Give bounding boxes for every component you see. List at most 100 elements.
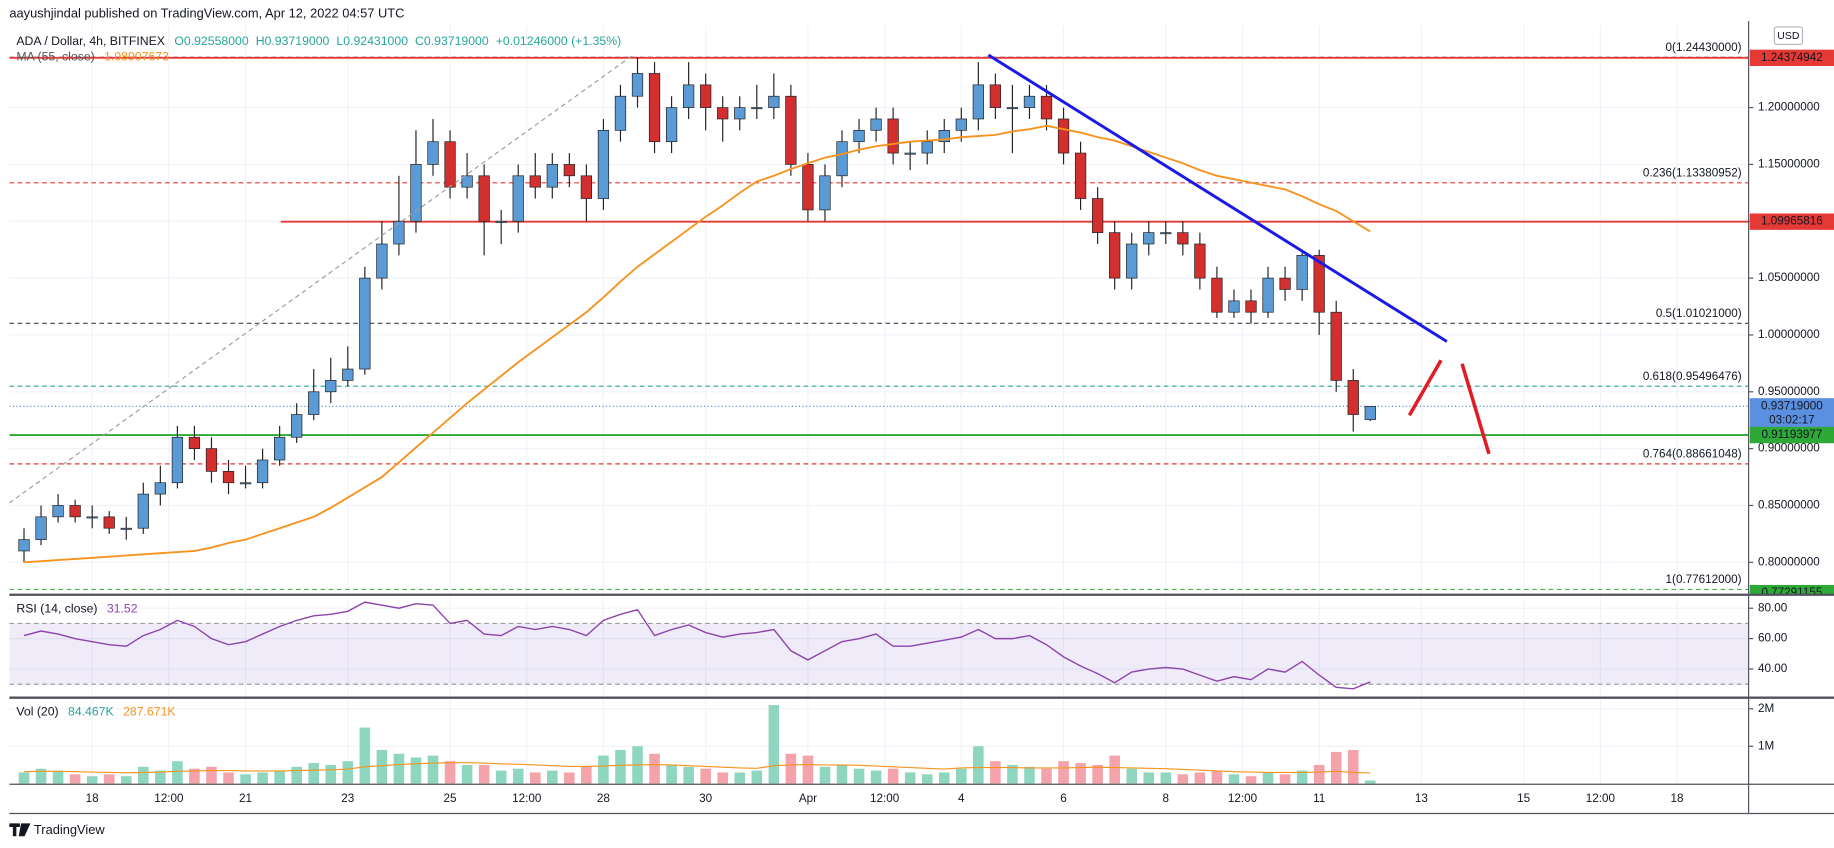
volume-bar bbox=[904, 772, 916, 784]
y-tick-label: 80.00 bbox=[1758, 601, 1788, 614]
price-tag bbox=[1749, 398, 1834, 429]
price-tag-label: 0.93719000 bbox=[1761, 399, 1823, 412]
candle-body bbox=[870, 118, 882, 131]
brand-logo bbox=[9, 823, 31, 837]
candle-body bbox=[836, 141, 848, 177]
ma-value: 1.08907673 bbox=[104, 50, 169, 64]
volume-bar bbox=[495, 770, 507, 784]
volume-bar bbox=[240, 774, 251, 784]
candle-body bbox=[1313, 255, 1325, 313]
candle-body bbox=[853, 129, 865, 143]
candle-body bbox=[342, 368, 354, 381]
volume-bar bbox=[547, 770, 558, 784]
candle-body bbox=[410, 164, 422, 222]
volume-bar bbox=[1365, 780, 1376, 784]
x-tick-label: 11 bbox=[1313, 792, 1325, 805]
volume-bar bbox=[1245, 776, 1257, 784]
volume-bar bbox=[308, 763, 320, 784]
x-tick-label: 30 bbox=[699, 792, 713, 805]
volume-bar bbox=[444, 761, 456, 784]
candle-body bbox=[52, 505, 64, 518]
candle-body bbox=[989, 84, 1002, 108]
x-tick-label: 12:00 bbox=[1228, 792, 1258, 805]
fib-label: 0.236(1.13380952) bbox=[1643, 167, 1742, 180]
volume-bar bbox=[1109, 755, 1120, 784]
volume-bar bbox=[155, 770, 166, 784]
volume-bar bbox=[1024, 766, 1035, 784]
candle-body bbox=[86, 516, 98, 519]
volume-bar bbox=[1296, 770, 1308, 784]
x-tick-label: 25 bbox=[444, 792, 458, 805]
x-tick-label: 18 bbox=[1671, 792, 1684, 805]
volume-bar bbox=[69, 774, 81, 784]
x-tick-label: Apr bbox=[799, 792, 817, 805]
candle-body bbox=[205, 448, 218, 472]
candle-body bbox=[18, 539, 30, 552]
candle-body bbox=[751, 107, 763, 110]
candle-body bbox=[1330, 311, 1342, 381]
candle-body bbox=[1074, 152, 1087, 199]
volume-bar bbox=[35, 768, 47, 784]
volume-bar bbox=[103, 774, 115, 784]
currency-box[interactable] bbox=[1773, 26, 1804, 46]
candle-body bbox=[529, 175, 541, 188]
volume-bar bbox=[120, 776, 132, 784]
y-tick-label: 1.20000000 bbox=[1758, 101, 1820, 114]
volume-bar bbox=[1262, 772, 1274, 784]
candle-body bbox=[734, 107, 746, 120]
volume-bar bbox=[1313, 764, 1325, 784]
candle-body bbox=[1126, 243, 1138, 279]
volume-bar bbox=[257, 772, 268, 784]
price-tag-label: 1.09965816 bbox=[1761, 215, 1823, 228]
drawings bbox=[9, 53, 1491, 504]
volume-ma-line bbox=[24, 762, 1371, 774]
volume-bar bbox=[1075, 763, 1086, 784]
symbol: ADA / Dollar, 4h, BITFINEX bbox=[16, 34, 165, 48]
volume-bar bbox=[921, 774, 933, 784]
volume-bar bbox=[1007, 764, 1018, 784]
arrow-down bbox=[1460, 363, 1491, 455]
volume-bar bbox=[649, 753, 660, 784]
vol-name: Vol (20) bbox=[16, 705, 58, 719]
volume-bar bbox=[1211, 770, 1223, 784]
volume-bar bbox=[478, 764, 490, 784]
published-note: aayushjindal published on TradingView.co… bbox=[9, 5, 404, 20]
volume-bar bbox=[666, 764, 677, 784]
y-tick-label: 2M bbox=[1758, 702, 1774, 715]
candle-body bbox=[325, 380, 337, 393]
vol-value: 84.467K bbox=[68, 705, 115, 719]
candle-body bbox=[785, 95, 797, 165]
volume-bar bbox=[1041, 768, 1052, 784]
candle-body bbox=[154, 482, 166, 495]
y-tick-label: 1M bbox=[1758, 739, 1774, 752]
candle-body bbox=[1296, 255, 1308, 290]
volume-bar bbox=[18, 772, 30, 784]
ma-line bbox=[23, 124, 1371, 564]
rsi-value: 31.52 bbox=[107, 602, 138, 616]
candle-body bbox=[1091, 198, 1104, 233]
candle-body bbox=[1109, 232, 1121, 279]
candle-body bbox=[580, 175, 593, 199]
volume-bar bbox=[768, 705, 780, 784]
volume-bar bbox=[1160, 772, 1172, 784]
volume-bar bbox=[1143, 772, 1155, 784]
brand-name: TradingView bbox=[34, 822, 105, 837]
volume-bar bbox=[836, 764, 848, 784]
candle-body bbox=[904, 152, 916, 155]
candle-body bbox=[955, 118, 967, 131]
volume-bar bbox=[870, 770, 882, 784]
volume-bar bbox=[598, 755, 609, 784]
candle-body bbox=[1245, 300, 1257, 313]
candle-body bbox=[137, 493, 149, 529]
candle-body bbox=[1006, 107, 1019, 110]
volume-bar bbox=[410, 757, 422, 784]
candle-body bbox=[308, 391, 320, 415]
candle-body bbox=[461, 175, 473, 188]
x-tick-label: 8 bbox=[1163, 792, 1170, 805]
close: C0.93719000 bbox=[415, 34, 489, 48]
volume-bar bbox=[956, 768, 967, 784]
volume-bar bbox=[172, 761, 183, 784]
candle-body bbox=[427, 141, 439, 165]
rsi-name: RSI (14, close) bbox=[16, 602, 97, 616]
